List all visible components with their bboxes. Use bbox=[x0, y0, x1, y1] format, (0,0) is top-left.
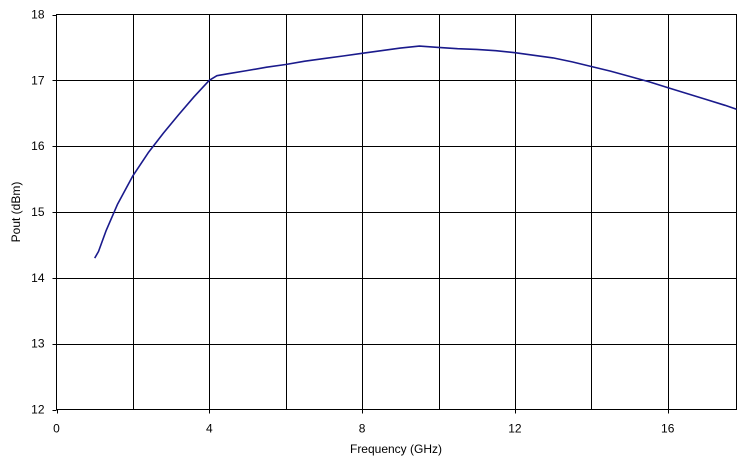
y-axis-ticks: 12 13 14 15 16 17 18 bbox=[31, 8, 57, 417]
y-tick-label: 16 bbox=[31, 139, 45, 153]
x-tick-label: 8 bbox=[359, 422, 366, 436]
y-tick-label: 13 bbox=[31, 337, 45, 351]
pout-series-line bbox=[94, 45, 737, 259]
y-tick-label: 14 bbox=[31, 271, 45, 285]
x-axis-ticks: 0 4 8 12 16 bbox=[53, 409, 675, 436]
series-layer bbox=[94, 45, 737, 259]
x-tick-label: 0 bbox=[53, 422, 60, 436]
y-tick-label: 12 bbox=[31, 403, 45, 417]
x-axis-title: Frequency (GHz) bbox=[350, 442, 442, 456]
y-tick-label: 18 bbox=[31, 8, 45, 22]
y-axis-title: Pout (dBm) bbox=[9, 182, 23, 243]
x-tick-label: 4 bbox=[206, 422, 213, 436]
y-tick-label: 15 bbox=[31, 205, 45, 219]
x-tick-label: 16 bbox=[661, 422, 675, 436]
y-tick-label: 17 bbox=[31, 73, 45, 87]
x-tick-label: 12 bbox=[508, 422, 522, 436]
grid-layer bbox=[56, 14, 737, 410]
